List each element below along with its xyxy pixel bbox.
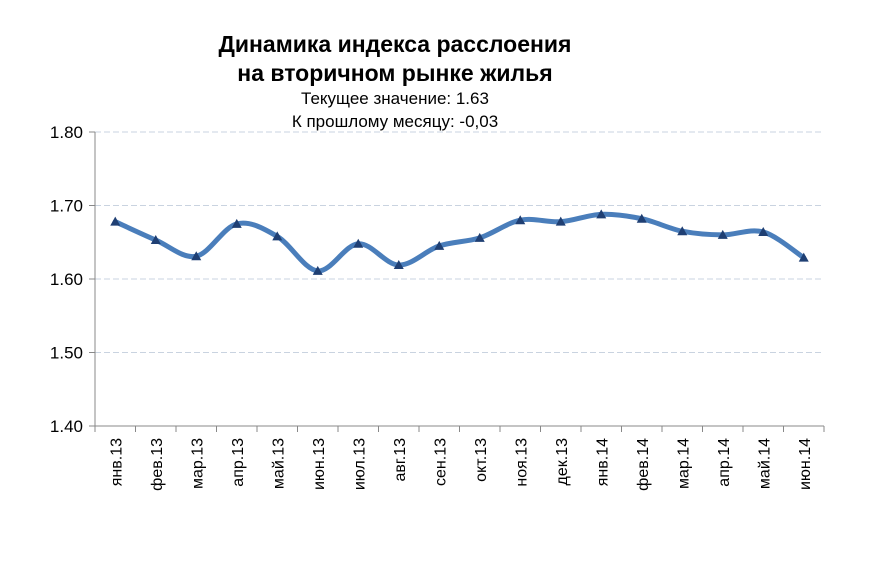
data-point-marker [717, 229, 728, 239]
data-point-marker [272, 231, 283, 241]
x-tick-label: фев.14 [635, 438, 652, 491]
data-point-marker [231, 218, 242, 228]
x-tick-label: июн.14 [797, 438, 814, 490]
data-point-marker [474, 232, 485, 242]
data-point-marker [110, 216, 121, 226]
x-tick-label: дек.13 [554, 438, 571, 486]
current-value-label: Текущее значение: 1.63 [301, 89, 489, 108]
x-tick-label: июн.13 [311, 438, 328, 490]
x-tick-label: мар.13 [189, 438, 206, 489]
data-point-marker [393, 260, 404, 270]
y-tick-label: 1.50 [50, 344, 83, 363]
data-point-marker [353, 238, 364, 248]
data-point-marker [636, 213, 647, 223]
data-point-marker [515, 215, 526, 225]
x-tick-label: май.13 [270, 438, 287, 489]
data-point-marker [191, 251, 202, 261]
data-point-marker [150, 235, 161, 245]
x-tick-label: авг.13 [392, 438, 409, 482]
x-tick-label: фев.13 [149, 438, 166, 491]
x-tick-label: апр.13 [230, 438, 247, 487]
x-tick-label: ноя.13 [513, 438, 530, 487]
x-tick-label: мар.14 [675, 438, 692, 489]
x-tick-label: янв.14 [594, 438, 611, 486]
x-tick-label: окт.13 [473, 438, 490, 482]
data-point-marker [312, 265, 323, 275]
data-point-marker [677, 226, 688, 236]
data-point-marker [798, 252, 809, 262]
data-point-marker [434, 240, 445, 250]
y-tick-label: 1.70 [50, 197, 83, 216]
y-tick-label: 1.40 [50, 417, 83, 436]
month-change-label: К прошлому месяцу: -0,03 [291, 112, 499, 131]
data-point-marker [555, 216, 566, 226]
data-point-marker [758, 226, 769, 236]
y-tick-label: 1.80 [50, 123, 83, 142]
chart-title-line-1: Динамика индекса расслоения [218, 31, 572, 57]
y-tick-label: 1.60 [50, 270, 83, 289]
x-tick-label: сен.13 [432, 438, 449, 486]
series-line [112, 211, 807, 274]
x-tick-label: май.14 [756, 438, 773, 489]
data-point-marker [596, 209, 607, 219]
x-tick-label: июл.13 [351, 438, 368, 490]
chart-title-line-2: на вторичном рынке жилья [237, 60, 553, 86]
x-tick-label: янв.13 [108, 438, 125, 486]
x-tick-label: апр.14 [716, 438, 733, 487]
